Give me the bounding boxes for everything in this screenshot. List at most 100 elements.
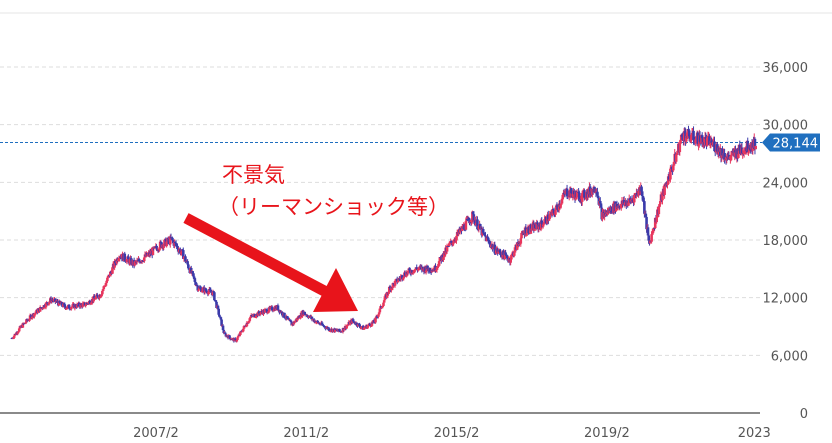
candle-body: [41, 307, 44, 309]
candle-body: [158, 248, 161, 251]
candle-body: [66, 305, 69, 309]
candle-body: [303, 311, 307, 315]
candle-body: [266, 312, 270, 314]
candle-body: [294, 320, 297, 323]
candle-body: [453, 240, 456, 243]
candle-body: [77, 302, 81, 307]
candle-body: [596, 195, 600, 198]
x-tick-label: 2019/2: [584, 426, 630, 441]
candle-body: [424, 270, 428, 273]
candle-body: [369, 324, 372, 327]
candle-body: [406, 271, 410, 274]
candle-body: [254, 316, 257, 318]
candle-body: [113, 261, 116, 268]
candle-body: [570, 188, 573, 194]
candle-body: [734, 150, 737, 153]
candle-body: [491, 244, 494, 250]
candle-body: [485, 237, 489, 242]
candle-body: [69, 308, 72, 310]
candle-body: [211, 291, 215, 296]
candle-body: [327, 328, 331, 331]
x-tick-label: 2015/2: [434, 426, 480, 441]
candle-body: [640, 191, 644, 197]
candle-body: [486, 238, 490, 241]
candle-body: [556, 206, 559, 210]
candle-body: [473, 220, 477, 226]
candle-body: [296, 317, 299, 321]
candle-body: [618, 205, 622, 208]
candles: [10, 125, 757, 343]
candle-body: [103, 285, 107, 287]
candle-body: [51, 299, 54, 301]
candle-body: [215, 301, 218, 309]
candle-body: [378, 308, 382, 313]
candle-body: [320, 322, 324, 325]
candle-body: [658, 203, 661, 207]
candle-body: [70, 306, 74, 308]
candle-body: [471, 211, 474, 221]
candle-body: [477, 225, 481, 230]
candle-body: [696, 132, 700, 146]
candle-body: [382, 300, 386, 303]
candle-body: [507, 259, 510, 261]
candle-body: [222, 330, 226, 334]
candle-body: [606, 211, 609, 215]
candle-body: [725, 157, 729, 161]
candle-body: [226, 335, 229, 337]
candle-body: [619, 203, 623, 209]
candle-body: [317, 321, 320, 324]
candle-body: [88, 300, 92, 305]
candle-body: [75, 304, 79, 308]
candle-body: [192, 276, 196, 279]
candle-body: [193, 278, 197, 282]
candle-body: [60, 302, 64, 306]
candle-body: [489, 245, 493, 247]
candle-body: [564, 190, 567, 195]
candle-body: [292, 321, 296, 325]
candle-body: [298, 315, 301, 318]
candle-body: [220, 319, 223, 326]
candle-body: [46, 302, 49, 304]
candle-body: [542, 223, 546, 225]
candle-body: [54, 301, 58, 303]
candle-body: [343, 328, 346, 331]
candle-body: [635, 192, 639, 195]
candle-body: [176, 245, 179, 250]
candle-body: [596, 191, 599, 196]
candle-body: [209, 290, 213, 293]
candle-body: [615, 204, 619, 208]
candle-body: [189, 267, 193, 274]
candle-body: [187, 264, 190, 269]
candle-body: [417, 268, 421, 270]
candle-body: [93, 296, 96, 299]
candle-body: [370, 322, 374, 326]
y-tick-label: 18,000: [763, 234, 809, 249]
candle-body: [666, 184, 669, 186]
candle-body: [241, 328, 245, 332]
candle-body: [492, 247, 495, 250]
candle-body: [640, 186, 643, 192]
candle-body: [463, 229, 467, 231]
candle-body: [12, 335, 16, 338]
candle-body: [376, 316, 380, 318]
candle-body: [217, 308, 221, 315]
candle-body: [402, 277, 406, 279]
candle-body: [17, 328, 21, 332]
candle-body: [543, 219, 546, 224]
x-tick-label: 2011/2: [283, 426, 329, 441]
candle-body: [729, 156, 732, 160]
candle-body: [141, 260, 145, 262]
candle-body: [62, 303, 65, 307]
candle-body: [127, 256, 130, 260]
candle-body: [713, 141, 716, 152]
candle-body: [655, 217, 658, 223]
candle-body: [171, 237, 174, 241]
candle-body: [373, 322, 377, 324]
candle-body: [399, 276, 403, 280]
candle-body: [753, 138, 757, 150]
candle-body: [395, 278, 399, 283]
candle-body: [726, 157, 729, 159]
candle-body: [12, 337, 15, 339]
x-tick-label: 2023: [738, 426, 771, 441]
candle-body: [276, 305, 280, 311]
